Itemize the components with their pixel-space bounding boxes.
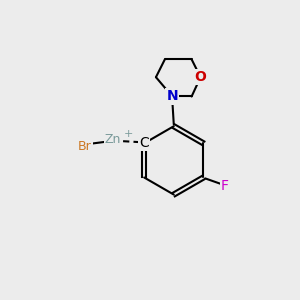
- Text: F: F: [221, 179, 229, 193]
- Text: Br: Br: [78, 140, 92, 153]
- Text: +: +: [123, 129, 133, 140]
- Text: O: O: [195, 70, 206, 84]
- Text: N: N: [167, 89, 178, 103]
- Text: C: C: [139, 136, 149, 150]
- Text: Zn: Zn: [105, 133, 121, 146]
